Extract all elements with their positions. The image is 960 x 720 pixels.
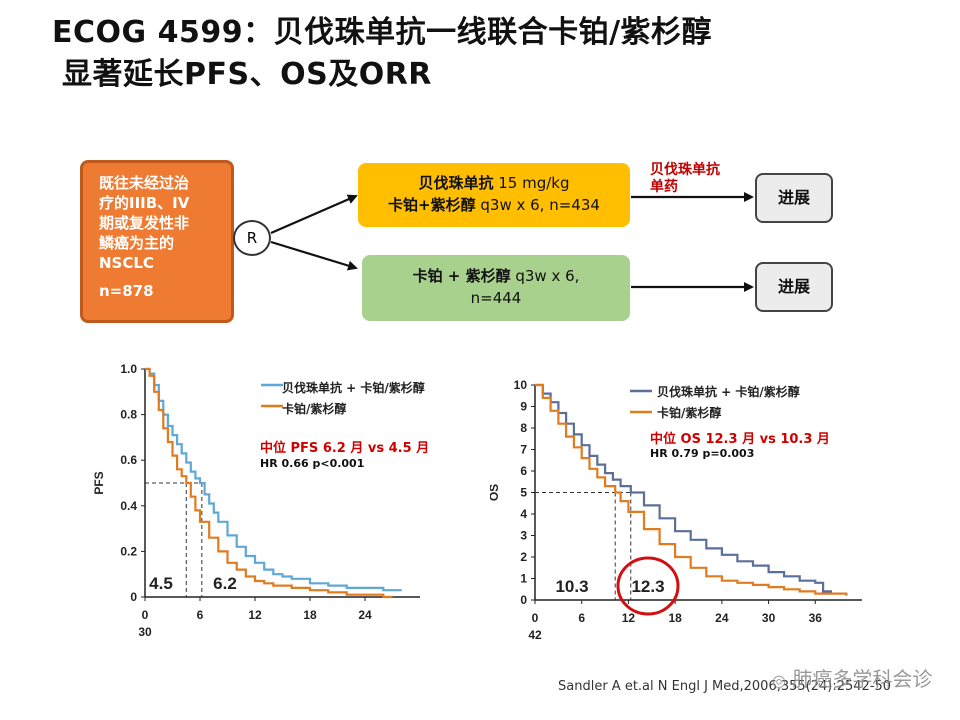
series-chemo-line <box>145 367 393 599</box>
os-legend-bev: 贝伐珠单抗 + 卡铂/紫杉醇 <box>657 385 800 399</box>
series-chemo-line <box>535 383 848 596</box>
y-tick-label: 2 <box>520 550 527 564</box>
population-line: 疗的IIIB、IV <box>99 194 190 212</box>
pfs-median-note: 中位 PFS 6.2 月 vs 4.5 月 <box>260 441 430 456</box>
y-tick-label: 0.2 <box>120 544 137 558</box>
arm-a-chemo: 卡铂+紫杉醇 <box>388 196 476 214</box>
y-tick-label: 0 <box>520 593 527 607</box>
population-line: NSCLC <box>99 254 154 272</box>
arm-a-dose: 15 mg/kg <box>493 174 570 192</box>
median-bev-label: 12.3 <box>631 577 664 596</box>
y-tick-label: 0 <box>130 590 137 604</box>
population-line: 鳞癌为主的 <box>99 234 175 252</box>
watermark: ◎ 肺癌多学科会诊 <box>772 663 932 692</box>
watermark-text: 肺癌多学科会诊 <box>792 667 933 691</box>
arm-b-n: n=444 <box>470 289 522 307</box>
arm-a-drug: 贝伐珠单抗 <box>418 174 494 192</box>
y-axis-label: PFS <box>92 471 106 494</box>
y-tick-label: 0.8 <box>120 408 137 422</box>
os-legend-chemo: 卡铂/紫杉醇 <box>657 406 722 420</box>
pfs-legend-bev: 贝伐珠单抗 + 卡铂/紫杉醇 <box>282 381 425 395</box>
arm-b-schedule: q3w x 6, <box>510 267 580 285</box>
y-tick-label: 3 <box>520 529 527 543</box>
maintenance-label: 贝伐珠单抗 单药 <box>650 162 720 196</box>
slide-title: ECOG 4599：贝伐珠单抗一线联合卡铂/紫杉醇 显著延长PFS、OS及ORR <box>52 12 712 96</box>
x-tick-label: 12 <box>622 611 636 625</box>
y-tick-label: 1 <box>520 572 527 586</box>
progression-box-a: 进展 <box>755 173 833 223</box>
x-tick-label: 24 <box>358 608 372 622</box>
median-bev-label: 6.2 <box>213 574 237 593</box>
title-line-2: 显著延长PFS、OS及ORR <box>62 57 432 92</box>
x-tick-label: 12 <box>248 608 262 622</box>
pfs-chart: 0 0.2 0.4 0.6 0.8 1.0 0 6 12 18 24 30 PFS 4.5 6.2 <box>92 362 420 639</box>
x-tick-label: 18 <box>668 611 682 625</box>
x-tick-label: 18 <box>303 608 317 622</box>
y-tick-label: 0.4 <box>120 499 137 513</box>
randomization-circle: R <box>233 220 271 256</box>
median-chemo-label: 4.5 <box>149 574 173 593</box>
y-tick-label: 8 <box>520 421 527 435</box>
y-tick-label: 1.0 <box>120 362 137 376</box>
x-tick-label: 24 <box>715 611 729 625</box>
pfs-legend-chemo: 卡铂/紫杉醇 <box>282 402 347 416</box>
population-line: 期或复发性非 <box>99 214 190 232</box>
y-tick-label: 4 <box>520 507 527 521</box>
maintenance-line: 单药 <box>650 179 678 195</box>
population-n: n=878 <box>99 282 154 300</box>
y-tick-label: 9 <box>520 400 527 414</box>
series-bev-line <box>535 383 832 594</box>
x-tick-label: 42 <box>528 628 542 642</box>
population-line: 既往未经过治 <box>99 174 190 192</box>
population-box: 既往未经过治 疗的IIIB、IV 期或复发性非 鳞癌为主的 NSCLC n=87… <box>80 160 234 323</box>
highlight-circle <box>616 556 680 616</box>
x-tick-label: 36 <box>809 611 823 625</box>
x-tick-label: 6 <box>578 611 585 625</box>
y-tick-label: 0.6 <box>120 453 137 467</box>
x-tick-label: 6 <box>197 608 204 622</box>
y-tick-label: 10 <box>514 378 528 392</box>
x-tick-label: 30 <box>762 611 776 625</box>
x-tick-label: 30 <box>138 625 152 639</box>
y-tick-label: 6 <box>520 464 527 478</box>
arm-a-schedule: q3w x 6, n=434 <box>475 196 600 214</box>
progression-box-b: 进展 <box>755 262 833 312</box>
arm-a-box: 贝伐珠单抗 15 mg/kg 卡铂+紫杉醇 q3w x 6, n=434 <box>358 163 630 227</box>
arm-b-chemo: 卡铂 + 紫杉醇 <box>412 267 511 285</box>
y-tick-label: 7 <box>520 443 527 457</box>
citation: Sandler A et.al N Engl J Med,2006,355(24… <box>558 679 892 694</box>
arm-b-box: 卡铂 + 紫杉醇 q3w x 6, n=444 <box>362 255 630 321</box>
pfs-hr-note: HR 0.66 p<0.001 <box>260 457 365 470</box>
y-tick-label: 5 <box>520 486 527 500</box>
title-line-1: ECOG 4599：贝伐珠单抗一线联合卡铂/紫杉醇 <box>52 15 713 50</box>
y-axis-label: OS <box>490 484 501 501</box>
os-hr-note: HR 0.79 p=0.003 <box>650 447 755 460</box>
series-bev-line <box>145 367 402 592</box>
x-tick-label: 0 <box>532 611 539 625</box>
median-chemo-label: 10.3 <box>555 577 588 596</box>
maintenance-line: 贝伐珠单抗 <box>650 162 720 178</box>
os-median-note: 中位 OS 12.3 月 vs 10.3 月 <box>650 432 830 447</box>
wechat-icon: ◎ <box>772 671 786 690</box>
x-tick-label: 0 <box>142 608 149 622</box>
